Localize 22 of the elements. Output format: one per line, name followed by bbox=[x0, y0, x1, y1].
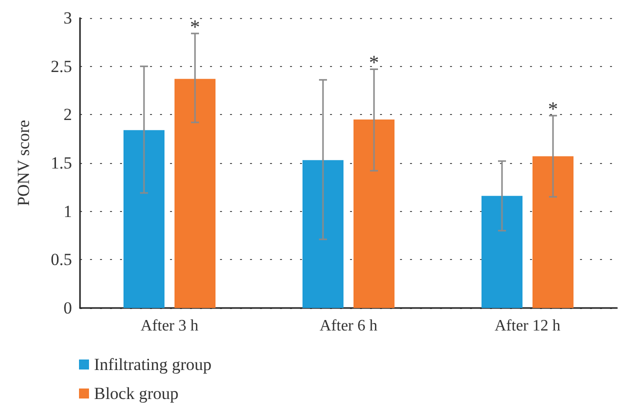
annotation: * bbox=[369, 52, 379, 74]
legend-label: Infiltrating group bbox=[94, 355, 212, 374]
bar bbox=[532, 156, 574, 308]
annotation: * bbox=[548, 98, 558, 121]
x-tick-label: After 3 h bbox=[140, 318, 198, 334]
x-tick-label: After 12 h bbox=[494, 318, 560, 334]
bar bbox=[124, 130, 164, 308]
y-tick-label: 0.5 bbox=[50, 250, 72, 270]
x-tick-label: After 6 h bbox=[320, 318, 378, 334]
y-tick-label: 2 bbox=[64, 105, 72, 124]
bar bbox=[174, 78, 216, 308]
y-tick-label: 1.5 bbox=[50, 154, 72, 172]
legend-label: Block group bbox=[94, 384, 179, 403]
annotation: * bbox=[190, 16, 200, 38]
bar bbox=[354, 120, 394, 308]
y-axis-title: PONV score bbox=[14, 120, 33, 206]
bar bbox=[302, 160, 344, 308]
y-tick-label: 0 bbox=[64, 298, 72, 318]
y-tick-label: 2.5 bbox=[50, 56, 72, 76]
bar bbox=[482, 196, 522, 308]
y-tick-label: 1 bbox=[64, 202, 72, 221]
y-tick-label: 3 bbox=[64, 8, 72, 28]
